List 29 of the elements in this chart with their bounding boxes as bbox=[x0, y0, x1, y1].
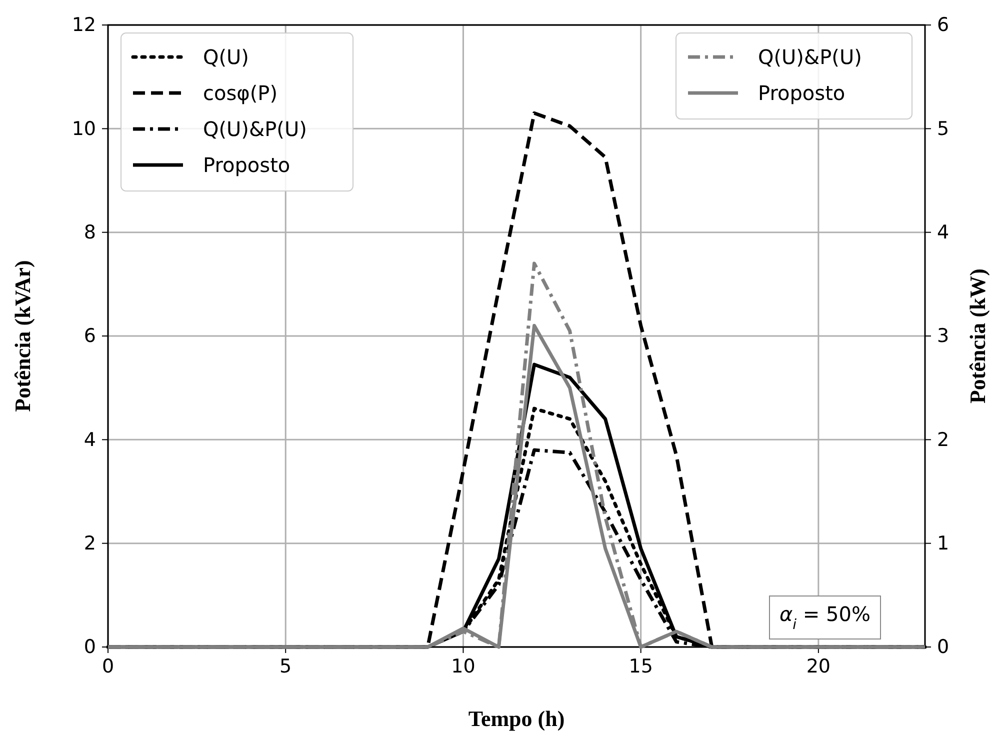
y2-tick-label: 5 bbox=[937, 118, 950, 140]
legend-label: Q(U) bbox=[203, 45, 249, 69]
x-tick-label: 20 bbox=[806, 655, 831, 678]
legend-label: Q(U)&P(U) bbox=[758, 45, 862, 69]
y-tick-label: 10 bbox=[72, 118, 96, 140]
y2-tick-label: 3 bbox=[937, 325, 950, 348]
legend-label: cosφ(P) bbox=[203, 81, 278, 105]
y-tick-label: 2 bbox=[84, 532, 96, 554]
y-tick-label: 12 bbox=[72, 14, 96, 36]
x-axis-title: Tempo (h) bbox=[468, 706, 565, 731]
x-tick-label: 10 bbox=[451, 655, 476, 678]
y2-axis-title: Potência (kW) bbox=[965, 268, 990, 404]
x-tick-label: 5 bbox=[280, 655, 292, 678]
y-tick-label: 8 bbox=[84, 221, 96, 244]
y2-tick-label: 6 bbox=[937, 14, 950, 36]
y2-tick-label: 1 bbox=[937, 532, 950, 554]
x-tick-label: 0 bbox=[102, 655, 114, 678]
y-tick-label: 0 bbox=[84, 636, 96, 658]
y2-tick-label: 0 bbox=[937, 636, 950, 658]
annotation: α$_{i}$ = 50% bbox=[779, 602, 871, 633]
y2-tick-label: 4 bbox=[937, 221, 950, 244]
legend-label: Proposto bbox=[203, 153, 290, 177]
y-axis-title: Potência (kVAr) bbox=[10, 260, 35, 412]
y-tick-label: 6 bbox=[84, 325, 96, 348]
x-tick-label: 15 bbox=[628, 655, 653, 678]
legend-label: Q(U)&P(U) bbox=[203, 117, 307, 141]
legend-label: Proposto bbox=[758, 81, 846, 105]
y2-tick-label: 2 bbox=[937, 428, 950, 451]
y-tick-label: 4 bbox=[84, 428, 96, 451]
